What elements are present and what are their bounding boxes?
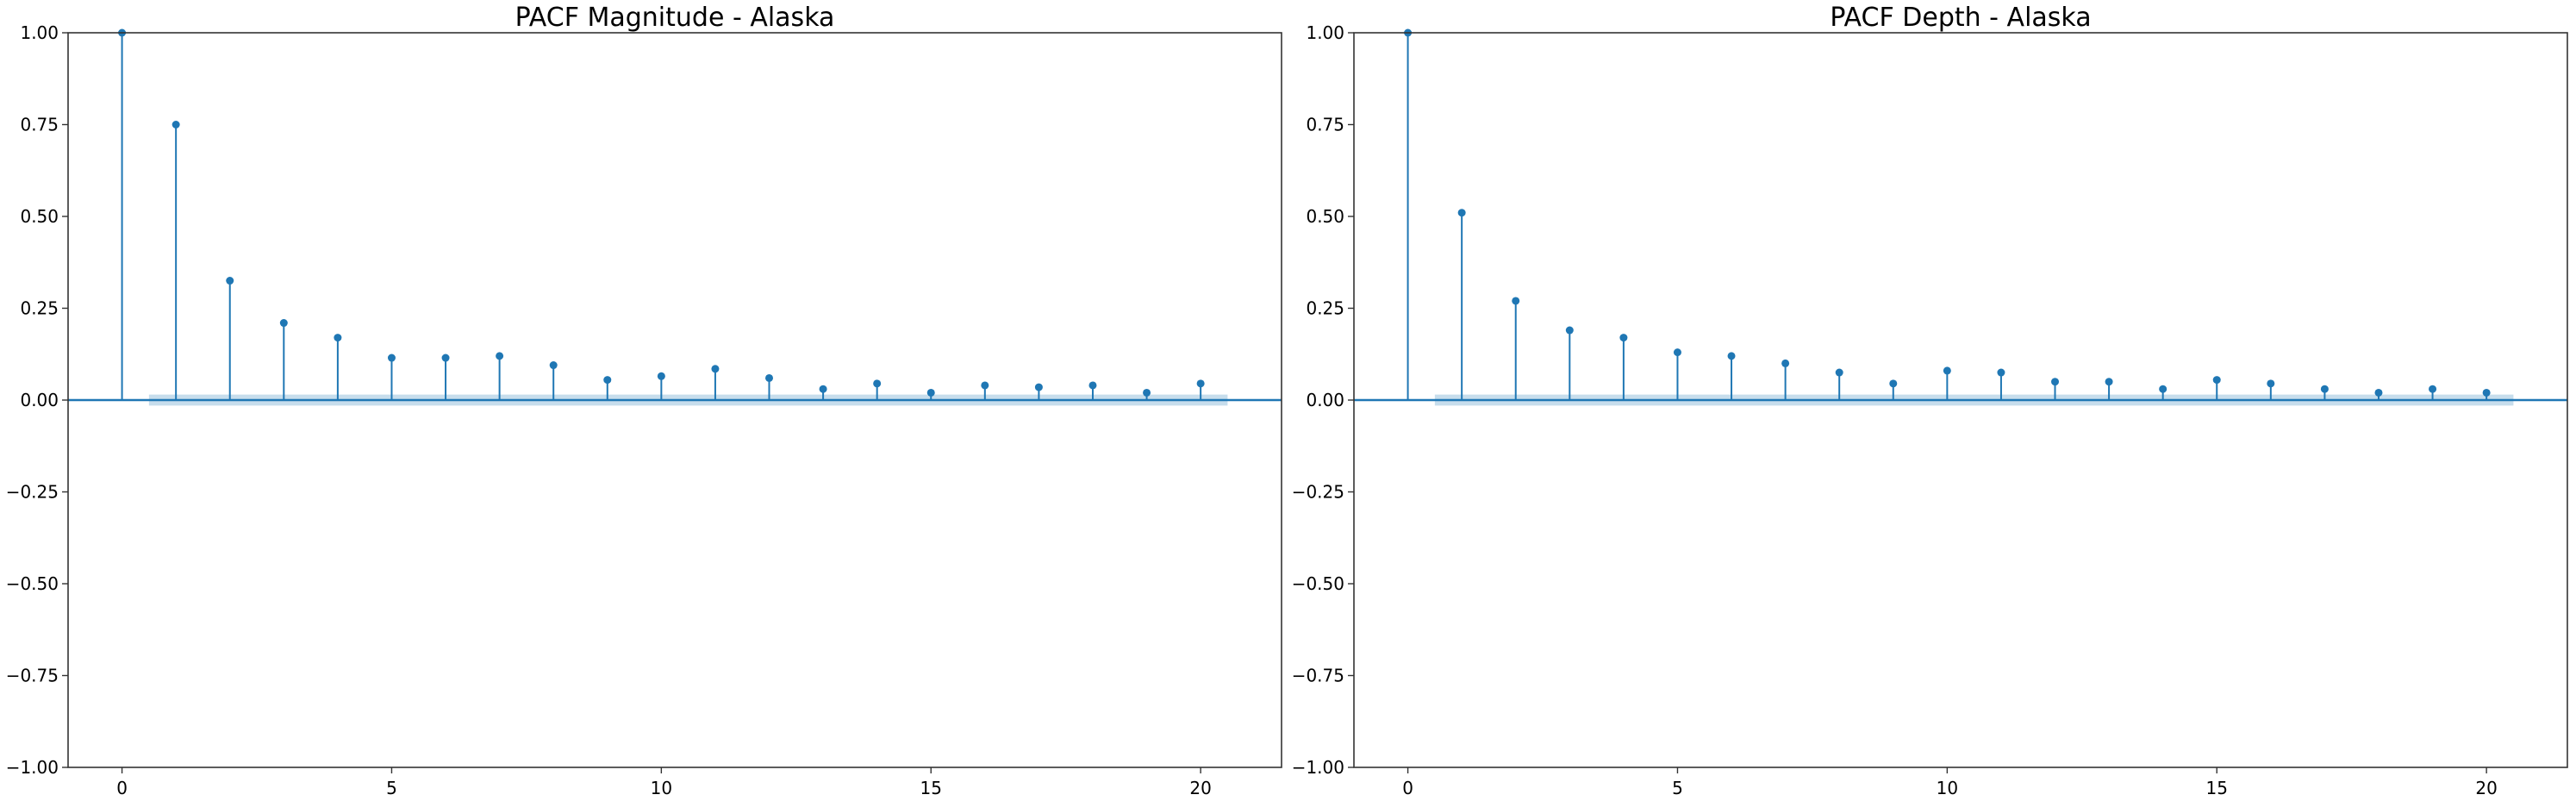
stem-marker xyxy=(1997,368,2005,377)
stem-marker xyxy=(1457,209,1466,217)
stem-marker xyxy=(1619,334,1628,342)
y-tick-label: −1.00 xyxy=(6,757,59,778)
stem-marker xyxy=(819,385,827,393)
stem-marker xyxy=(926,388,935,397)
x-tick-label: 0 xyxy=(1402,778,1413,798)
stem-marker xyxy=(1088,381,1097,390)
y-tick-label: 0.75 xyxy=(1306,115,1344,135)
stem-marker xyxy=(2105,378,2113,386)
stem-marker xyxy=(334,334,342,342)
y-tick-label: 0.25 xyxy=(1306,298,1344,319)
stem-marker xyxy=(1034,383,1043,391)
y-tick-label: −0.50 xyxy=(6,573,59,594)
stem-marker xyxy=(496,352,504,360)
stem-marker xyxy=(549,361,558,370)
stem-marker xyxy=(2320,385,2329,393)
y-tick-label: −0.75 xyxy=(1292,666,1344,686)
stem-marker xyxy=(279,319,288,328)
stem-marker xyxy=(657,372,665,380)
y-axis-ticks: −1.00 −0.75 −0.50 −0.25 0.00 0.25 0.50 0.75 1.00 xyxy=(1292,22,1354,778)
y-tick-label: 0.00 xyxy=(20,390,59,410)
chart-title: PACF Magnitude - Alaska xyxy=(515,3,835,33)
stem-marker xyxy=(1196,379,1205,388)
y-tick-label: −0.25 xyxy=(6,482,59,503)
stem-marker xyxy=(2212,376,2221,385)
y-tick-label: 0.25 xyxy=(20,298,59,319)
y-tick-label: 0.50 xyxy=(20,206,59,227)
x-tick-label: 15 xyxy=(920,778,942,798)
stem-marker xyxy=(1889,379,1898,388)
x-tick-label: 15 xyxy=(2206,778,2228,798)
x-tick-label: 10 xyxy=(1937,778,1958,798)
pacf-depth-panel: PACF Depth - Alaska −1.00 −0.75 −0.50 −0.25… xyxy=(1292,3,2568,798)
stem-marker xyxy=(2051,378,2060,386)
y-tick-label: −0.25 xyxy=(1292,482,1344,503)
stem-marker xyxy=(1781,359,1790,367)
x-tick-label: 5 xyxy=(1672,778,1683,798)
stem-marker xyxy=(765,373,774,382)
y-tick-label: 0.00 xyxy=(1306,390,1344,410)
x-axis-ticks: 0 5 10 15 20 xyxy=(116,767,1212,798)
stem-marker xyxy=(981,381,989,390)
stem-marker xyxy=(387,354,396,362)
stem-marker xyxy=(2429,385,2437,393)
y-tick-label: 1.00 xyxy=(1306,22,1344,43)
stem-marker xyxy=(711,365,720,373)
stem-marker xyxy=(1835,368,1843,377)
y-tick-label: 1.00 xyxy=(20,22,59,43)
y-axis-ticks: −1.00 −0.75 −0.50 −0.25 0.00 0.25 0.50 0.75 1.00 xyxy=(6,22,68,778)
x-tick-label: 0 xyxy=(116,778,128,798)
chart-title: PACF Depth - Alaska xyxy=(1830,3,2091,33)
stem-marker xyxy=(2374,388,2383,397)
y-tick-label: −1.00 xyxy=(1292,757,1344,778)
stem-marker xyxy=(1512,297,1520,305)
pacf-magnitude-panel: PACF Magnitude - Alaska −1.00−0.75−0.50−… xyxy=(6,3,1282,798)
stem-marker xyxy=(226,277,234,285)
stem-marker xyxy=(2482,388,2491,397)
x-tick-label: 20 xyxy=(1189,778,1211,798)
stem-marker xyxy=(603,376,612,385)
y-tick-label: 0.75 xyxy=(20,115,59,135)
stem-marker xyxy=(1673,348,1681,357)
x-tick-label: 20 xyxy=(2475,778,2497,798)
stem-marker xyxy=(1727,352,1736,360)
stem-marker xyxy=(873,379,882,388)
x-axis-ticks: 0 5 10 15 20 xyxy=(1402,767,2498,798)
stem-marker xyxy=(2267,379,2275,388)
y-tick-label: −0.75 xyxy=(6,666,59,686)
stem-marker xyxy=(2159,385,2167,393)
y-tick-label: 0.50 xyxy=(1306,206,1344,227)
stems-group xyxy=(1404,28,2491,400)
y-tick-label: −0.50 xyxy=(1292,573,1344,594)
x-tick-label: 10 xyxy=(651,778,672,798)
stems-group xyxy=(118,28,1205,400)
stem-marker xyxy=(441,354,450,362)
stem-marker xyxy=(1565,326,1574,335)
x-tick-label: 5 xyxy=(386,778,397,798)
stem-marker xyxy=(1943,366,1951,375)
stem-marker xyxy=(1143,388,1151,397)
stem-marker xyxy=(172,121,180,128)
